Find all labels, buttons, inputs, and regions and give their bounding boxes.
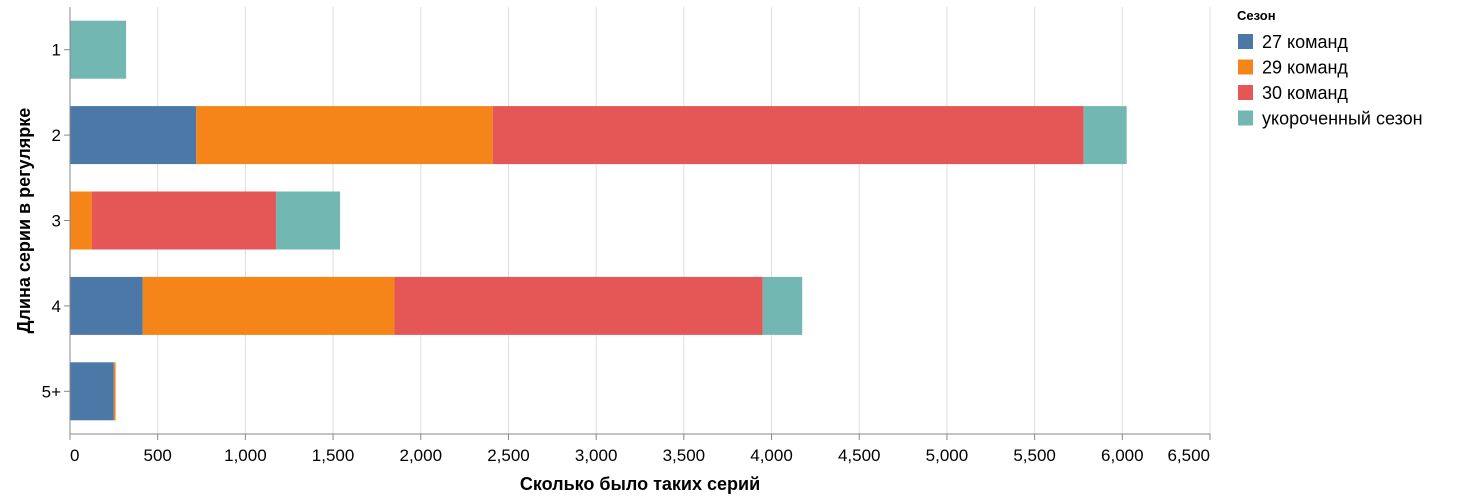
x-tick-label: 4,500	[838, 446, 881, 465]
y-tick-label: 4	[52, 297, 61, 316]
x-tick-label: 1,500	[312, 446, 355, 465]
bar-segment	[70, 20, 127, 79]
bars	[70, 20, 1127, 421]
bar-segment	[196, 106, 493, 165]
legend-swatch	[1238, 110, 1253, 126]
y-tick-label: 1	[52, 41, 61, 60]
x-tick-label: 2,500	[487, 446, 530, 465]
legend-title: Сезон	[1237, 8, 1276, 23]
bar-segment	[492, 106, 1084, 165]
y-tick-label: 5+	[42, 382, 61, 401]
y-ticks: 1 2 3 4 5+	[42, 41, 70, 401]
x-axis-title: Сколько было таких серий	[520, 474, 760, 494]
bar-segment	[91, 191, 277, 250]
legend-swatch	[1238, 59, 1253, 75]
x-tick-label: 3,000	[575, 446, 618, 465]
bar-segment	[142, 276, 395, 335]
x-tick-label: 1,000	[224, 446, 267, 465]
bar-segment	[113, 362, 116, 421]
legend-items: 27 команд 29 команд 30 команд укороченный с…	[1238, 32, 1423, 129]
legend: Сезон 27 команд 29 команд 30 команд укороче…	[1237, 8, 1423, 129]
legend-label: укороченный сезон	[1262, 109, 1423, 129]
x-ticks: 0 500 1,000 1,500 2,000 2,500 3,000 3,500 4,000 4…	[69, 434, 1211, 465]
bar-segment	[276, 191, 341, 250]
x-tick-label: 4,000	[750, 446, 793, 465]
x-tick-label: 6,000	[1101, 446, 1144, 465]
x-tick-label: 5,000	[926, 446, 969, 465]
y-tick-label: 3	[52, 212, 61, 231]
bar-segment	[1083, 106, 1127, 165]
x-tick-label: 3,500	[663, 446, 706, 465]
x-tick-label: 2,000	[399, 446, 442, 465]
x-gridlines	[69, 7, 1211, 434]
x-tick-label: 5,500	[1013, 446, 1056, 465]
legend-label: 29 команд	[1262, 58, 1348, 78]
legend-label: 30 команд	[1262, 83, 1348, 103]
bar-segment	[70, 106, 197, 165]
legend-swatch	[1238, 85, 1253, 100]
y-axis-title: Длина серии в регулярке	[14, 108, 34, 334]
bar-segment	[394, 276, 763, 335]
legend-swatch	[1238, 34, 1253, 49]
legend-label: 27 команд	[1262, 32, 1348, 52]
bar-segment	[762, 276, 803, 335]
bar-segment	[70, 276, 143, 335]
bar-segment	[70, 362, 114, 421]
x-tick-label: 0	[70, 446, 79, 465]
y-tick-label: 2	[52, 126, 61, 145]
x-tick-label: 6,500	[1167, 446, 1210, 465]
bar-segment	[70, 191, 92, 250]
x-tick-label: 500	[144, 446, 172, 465]
